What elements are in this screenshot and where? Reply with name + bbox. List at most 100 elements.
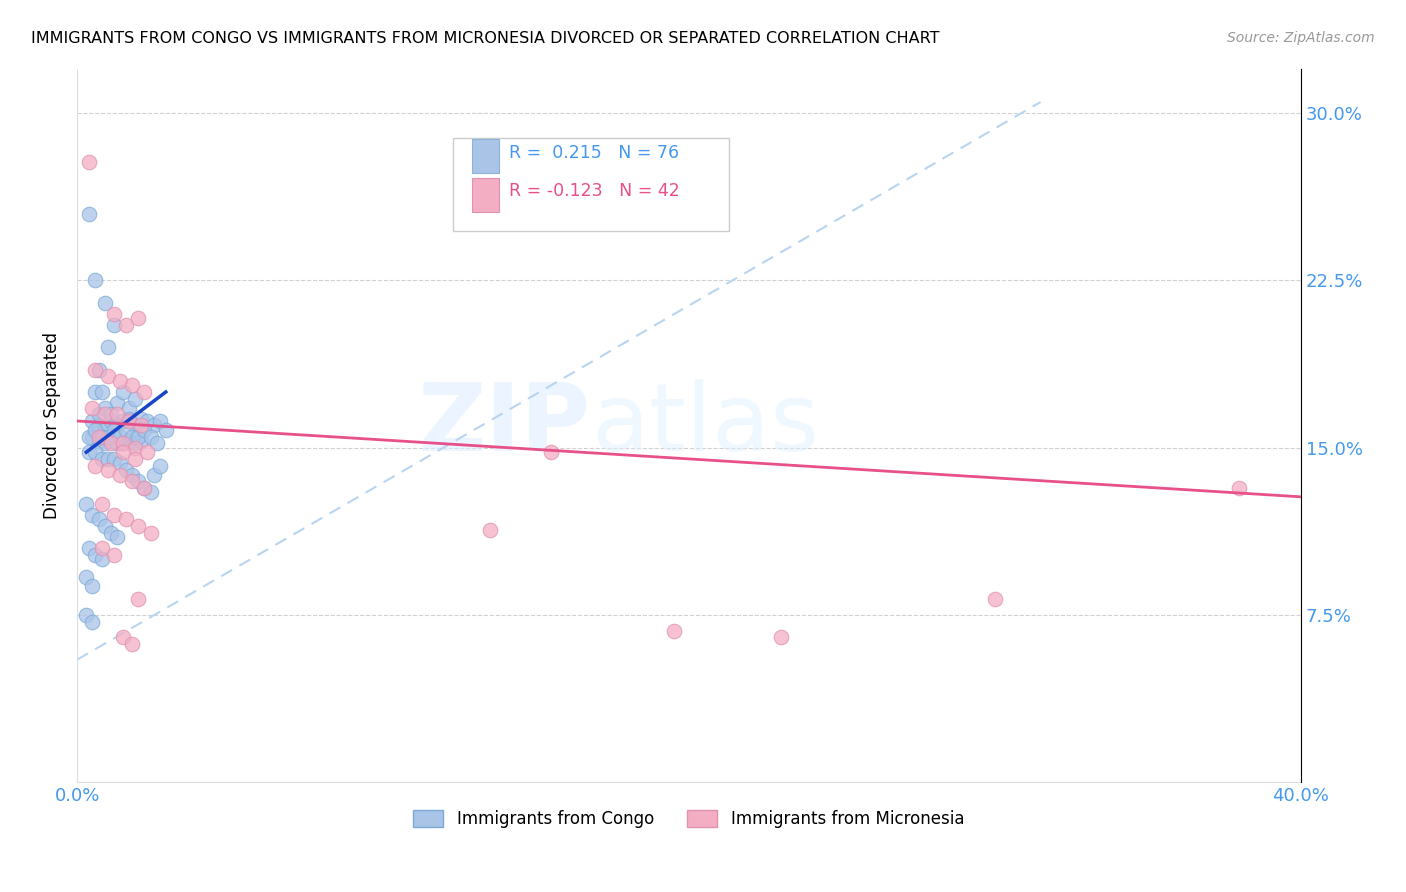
Text: Source: ZipAtlas.com: Source: ZipAtlas.com: [1227, 31, 1375, 45]
Point: [87, 362, 110, 376]
Point: [79, 206, 101, 220]
Point: [100, 434, 122, 448]
Point: [121, 637, 143, 651]
Point: [105, 396, 128, 410]
FancyBboxPatch shape: [472, 139, 499, 173]
Point: [84, 458, 107, 473]
Point: [90, 552, 112, 566]
Point: [149, 458, 172, 473]
Point: [134, 384, 156, 399]
Point: [93, 401, 115, 415]
Point: [111, 414, 134, 428]
Point: [121, 467, 143, 482]
Point: [127, 429, 149, 443]
Point: [118, 434, 141, 448]
Point: [93, 423, 115, 437]
Point: [127, 592, 149, 607]
Point: [97, 340, 120, 354]
Point: [139, 429, 162, 443]
Point: [87, 418, 110, 433]
Point: [118, 414, 141, 428]
Point: [103, 451, 125, 466]
Point: [124, 392, 146, 406]
Point: [100, 407, 122, 421]
Point: [1229, 481, 1251, 495]
Point: [124, 436, 146, 450]
Point: [149, 414, 172, 428]
Point: [84, 362, 107, 376]
Point: [93, 436, 115, 450]
Point: [124, 451, 146, 466]
Point: [79, 445, 101, 459]
Point: [97, 451, 120, 466]
Point: [111, 436, 134, 450]
Point: [75, 570, 97, 584]
Point: [134, 481, 156, 495]
Legend: Immigrants from Congo, Immigrants from Micronesia: Immigrants from Congo, Immigrants from M…: [406, 803, 972, 835]
Point: [103, 508, 125, 522]
Point: [103, 548, 125, 562]
Point: [105, 418, 128, 433]
Point: [134, 423, 156, 437]
Point: [93, 295, 115, 310]
Point: [121, 378, 143, 392]
Point: [79, 155, 101, 169]
Point: [127, 518, 149, 533]
Point: [79, 429, 101, 443]
Point: [84, 445, 107, 459]
Point: [97, 463, 120, 477]
Point: [97, 369, 120, 384]
Point: [87, 407, 110, 421]
Point: [82, 579, 104, 593]
Point: [105, 407, 128, 421]
Point: [84, 423, 107, 437]
Point: [90, 429, 112, 443]
Point: [118, 401, 141, 415]
Point: [90, 451, 112, 466]
Point: [75, 608, 97, 623]
Point: [142, 467, 165, 482]
Point: [540, 445, 562, 459]
Point: [136, 414, 159, 428]
Point: [90, 541, 112, 555]
Point: [108, 374, 131, 388]
Text: IMMIGRANTS FROM CONGO VS IMMIGRANTS FROM MICRONESIA DIVORCED OR SEPARATED CORREL: IMMIGRANTS FROM CONGO VS IMMIGRANTS FROM…: [31, 31, 939, 46]
Point: [108, 467, 131, 482]
Point: [103, 307, 125, 321]
Point: [131, 434, 153, 448]
Point: [984, 592, 1007, 607]
Point: [97, 429, 120, 443]
Point: [111, 445, 134, 459]
Point: [115, 423, 138, 437]
Point: [124, 418, 146, 433]
Text: ZIP: ZIP: [418, 379, 591, 472]
Point: [103, 318, 125, 332]
Point: [121, 429, 143, 443]
Text: R =  0.215   N = 76: R = 0.215 N = 76: [509, 144, 679, 161]
Point: [136, 445, 159, 459]
Point: [100, 414, 122, 428]
Point: [82, 615, 104, 629]
Point: [84, 273, 107, 287]
Point: [127, 474, 149, 488]
Y-axis label: Divorced or Separated: Divorced or Separated: [44, 332, 60, 519]
Point: [100, 436, 122, 450]
Point: [90, 496, 112, 510]
Point: [84, 548, 107, 562]
Point: [93, 518, 115, 533]
Point: [82, 429, 104, 443]
Point: [108, 456, 131, 470]
Point: [134, 481, 156, 495]
Point: [82, 401, 104, 415]
FancyBboxPatch shape: [472, 178, 499, 212]
Point: [100, 525, 122, 540]
Point: [111, 384, 134, 399]
Point: [121, 474, 143, 488]
Point: [90, 384, 112, 399]
Point: [108, 429, 131, 443]
Text: R = -0.123   N = 42: R = -0.123 N = 42: [509, 182, 679, 201]
FancyBboxPatch shape: [453, 137, 730, 231]
Point: [87, 429, 110, 443]
Point: [79, 541, 101, 555]
Point: [145, 436, 167, 450]
